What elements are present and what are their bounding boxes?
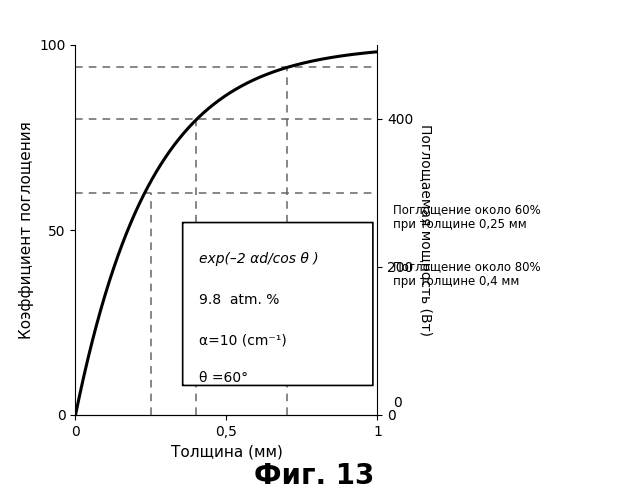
Text: Фиг. 13: Фиг. 13 [254,462,375,490]
Text: exp(–2 αd/cos θ ): exp(–2 αd/cos θ ) [199,252,319,266]
Text: Поглощение около 60%
при толщине 0,25 мм: Поглощение около 60% при толщине 0,25 мм [393,203,541,231]
Text: Поглощение около 80%
при толщине 0,4 мм: Поглощение около 80% при толщине 0,4 мм [393,260,541,288]
X-axis label: Толщина (мм): Толщина (мм) [170,444,282,460]
Y-axis label: Коэффициент поглощения: Коэффициент поглощения [19,121,34,339]
Y-axis label: Поглощаемая мощность (Вт): Поглощаемая мощность (Вт) [419,124,433,336]
Text: 9.8  atm. %: 9.8 atm. % [199,293,280,307]
Text: α=10 (cm⁻¹): α=10 (cm⁻¹) [199,334,287,347]
Text: θ =60°: θ =60° [199,370,248,384]
Text: 0: 0 [393,396,402,410]
FancyBboxPatch shape [182,222,373,386]
